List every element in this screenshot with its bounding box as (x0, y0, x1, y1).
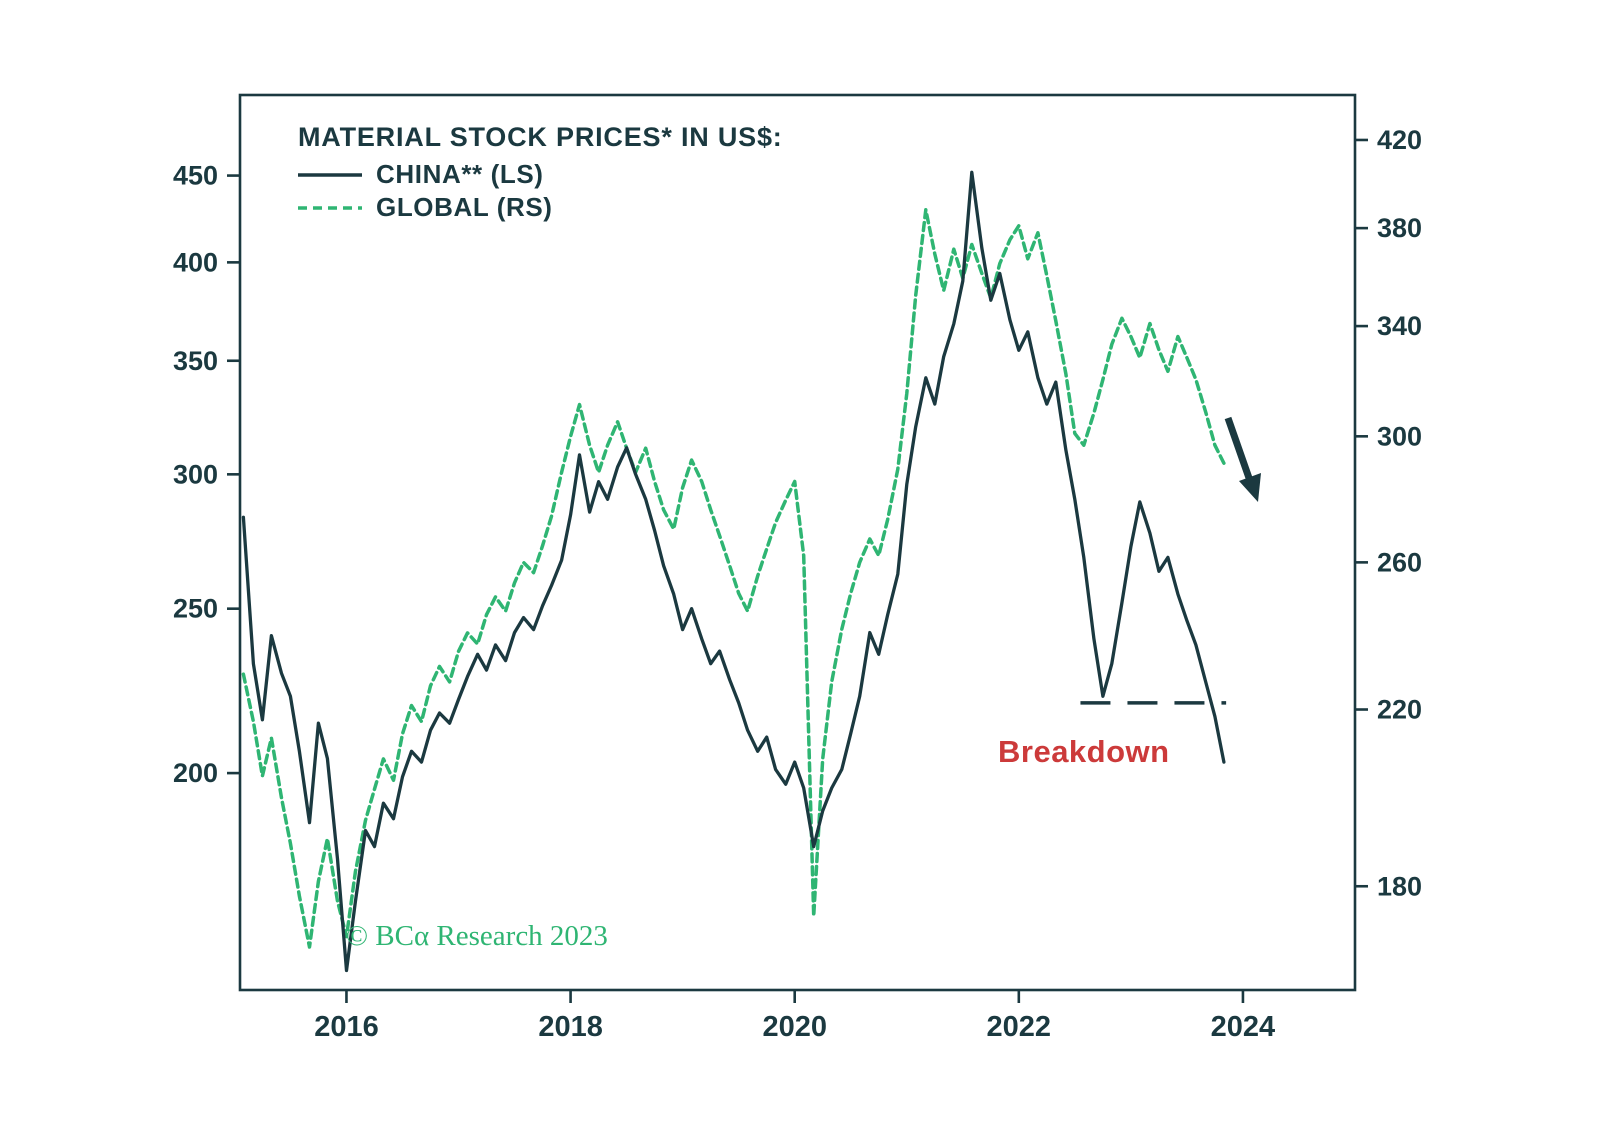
right-axis-tick-label: 340 (1377, 311, 1422, 341)
right-axis-tick-label: 180 (1377, 871, 1422, 901)
source-credit: © BCα Research 2023 (346, 920, 608, 952)
left-axis-tick-label: 300 (173, 459, 218, 489)
chart-title: MATERIAL STOCK PRICES* IN US$: (298, 122, 783, 152)
global-line-swatch (298, 205, 362, 210)
right-axis-tick-label: 220 (1377, 695, 1422, 725)
x-axis-tick-label: 2022 (987, 1011, 1052, 1043)
global-series-line (241, 208, 1226, 949)
left-axis-tick-label: 400 (173, 247, 218, 277)
legend-label-global: GLOBAL (RS) (376, 192, 553, 222)
breakdown-arrow-icon (1224, 416, 1261, 502)
legend: CHINA** (LS) GLOBAL (RS) (298, 158, 553, 224)
x-axis-tick-label: 2024 (1211, 1011, 1276, 1043)
left-axis-tick-label: 450 (173, 161, 218, 191)
left-axis-tick-label: 350 (173, 346, 218, 376)
china-series-line (241, 170, 1226, 973)
x-axis-tick-label: 2018 (538, 1011, 603, 1043)
legend-item-global: GLOBAL (RS) (298, 191, 553, 224)
right-axis-tick-label: 260 (1377, 547, 1422, 577)
china-line-swatch (298, 172, 362, 177)
axes: 450 400 350 300 250 200 420 380 340 300 260 220 180 2… (173, 125, 1422, 1043)
left-axis-tick-label: 250 (173, 594, 218, 624)
legend-label-china: CHINA** (LS) (376, 159, 544, 189)
x-axis-tick-label: 2020 (762, 1011, 827, 1043)
breakdown-annotation: Breakdown (998, 734, 1170, 769)
x-axis-tick-label: 2016 (314, 1011, 379, 1043)
right-axis-tick-label: 420 (1377, 125, 1422, 155)
series (241, 170, 1226, 973)
plot-frame (238, 93, 1357, 992)
right-axis-tick-label: 300 (1377, 421, 1422, 451)
right-axis-tick-label: 380 (1377, 213, 1422, 243)
left-axis-tick-label: 200 (173, 758, 218, 788)
legend-item-china: CHINA** (LS) (298, 158, 553, 191)
